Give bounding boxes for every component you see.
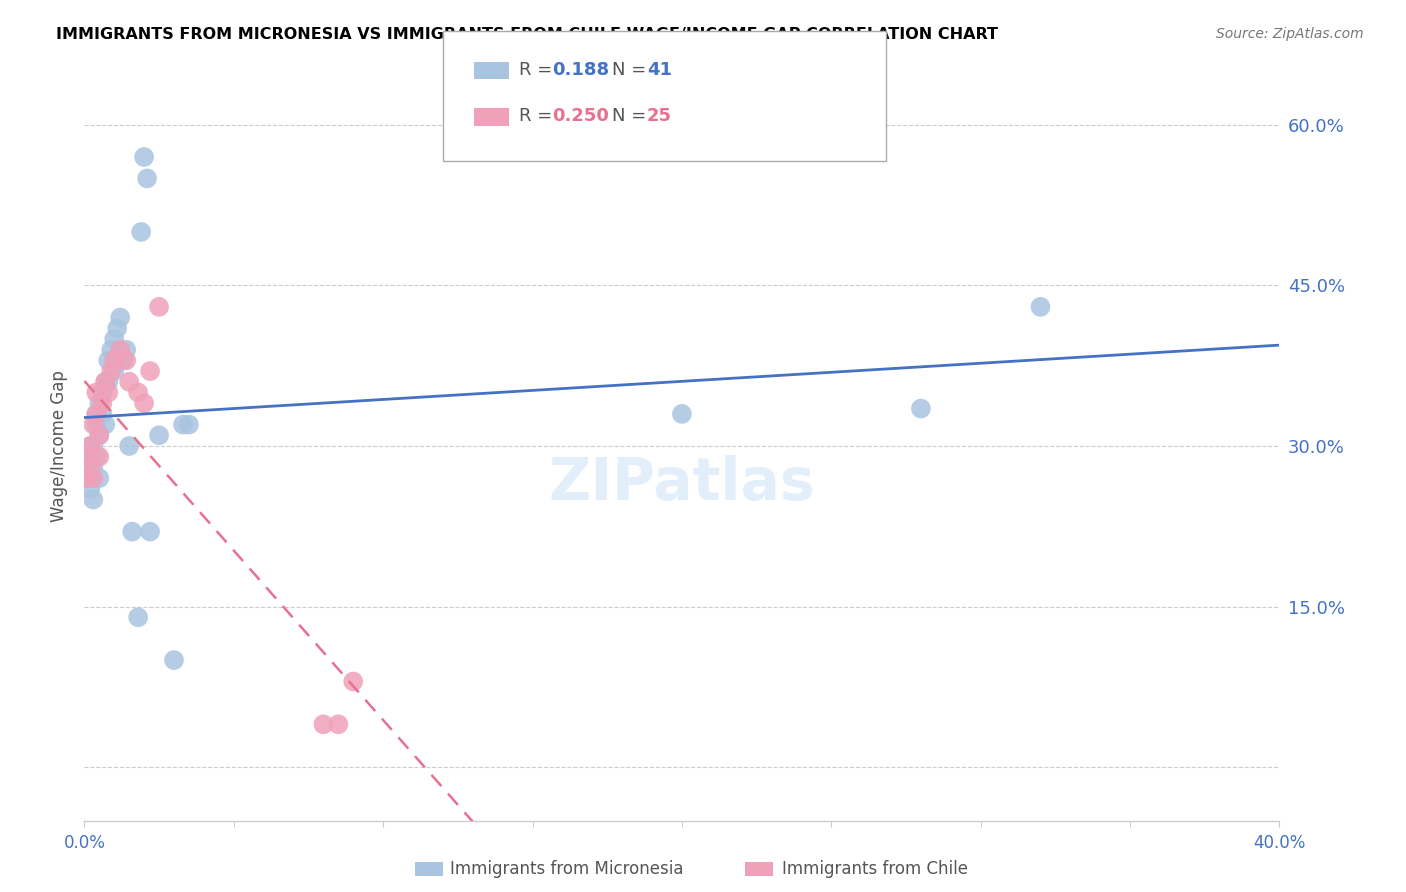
Point: [115, 353, 138, 368]
Point: [312, 717, 335, 731]
Point: [103, 353, 125, 368]
Point: [82, 439, 104, 453]
Point: [86, 407, 108, 421]
Point: [105, 321, 128, 335]
Point: [86, 407, 108, 421]
Text: R =: R =: [519, 61, 558, 78]
Point: [89, 428, 111, 442]
Point: [132, 150, 156, 164]
Point: [76, 471, 98, 485]
Text: Source: ZipAtlas.com: Source: ZipAtlas.com: [1216, 27, 1364, 41]
Point: [91, 385, 114, 400]
Point: [91, 396, 114, 410]
Text: 41: 41: [647, 61, 672, 78]
Point: [94, 375, 117, 389]
Point: [79, 439, 101, 453]
Point: [110, 343, 132, 357]
Point: [177, 417, 200, 432]
Point: [97, 353, 120, 368]
Y-axis label: Wage/Income Gap: Wage/Income Gap: [51, 370, 69, 522]
Point: [91, 407, 114, 421]
Text: 0.188: 0.188: [553, 61, 610, 78]
Point: [110, 310, 132, 325]
Point: [172, 417, 194, 432]
Point: [76, 450, 98, 464]
Point: [100, 343, 122, 357]
Point: [112, 353, 135, 368]
Text: 0.250: 0.250: [553, 107, 609, 125]
Text: ZIPatlas: ZIPatlas: [548, 455, 815, 512]
Point: [132, 396, 156, 410]
Text: Immigrants from Chile: Immigrants from Chile: [782, 860, 967, 878]
Point: [89, 428, 111, 442]
Point: [103, 364, 125, 378]
Point: [103, 332, 125, 346]
Point: [139, 364, 162, 378]
Point: [97, 375, 120, 389]
Point: [148, 428, 170, 442]
Point: [86, 450, 108, 464]
Point: [121, 524, 143, 539]
Point: [76, 450, 98, 464]
Point: [86, 417, 108, 432]
Point: [82, 460, 104, 475]
Point: [148, 300, 170, 314]
Point: [163, 653, 186, 667]
Point: [118, 439, 141, 453]
Point: [89, 471, 111, 485]
Point: [82, 417, 104, 432]
Point: [94, 375, 117, 389]
Text: N =: N =: [612, 61, 651, 78]
Text: 25: 25: [647, 107, 672, 125]
Point: [136, 171, 159, 186]
Text: R =: R =: [519, 107, 558, 125]
Point: [100, 364, 122, 378]
Point: [79, 482, 101, 496]
Point: [139, 524, 162, 539]
Text: Immigrants from Micronesia: Immigrants from Micronesia: [450, 860, 683, 878]
Point: [89, 396, 111, 410]
Point: [671, 407, 693, 421]
Point: [910, 401, 932, 416]
Point: [79, 460, 101, 475]
Point: [79, 439, 101, 453]
Point: [89, 450, 111, 464]
Point: [1029, 300, 1052, 314]
Point: [127, 385, 149, 400]
Point: [76, 460, 98, 475]
Point: [94, 417, 117, 432]
Point: [86, 385, 108, 400]
Point: [129, 225, 152, 239]
Text: N =: N =: [612, 107, 651, 125]
Text: 40.0%: 40.0%: [1253, 834, 1306, 852]
Point: [79, 471, 101, 485]
Point: [115, 343, 138, 357]
Text: 0.0%: 0.0%: [63, 834, 105, 852]
Point: [118, 375, 141, 389]
Point: [127, 610, 149, 624]
Point: [82, 471, 104, 485]
Point: [82, 492, 104, 507]
Point: [342, 674, 364, 689]
Text: IMMIGRANTS FROM MICRONESIA VS IMMIGRANTS FROM CHILE WAGE/INCOME GAP CORRELATION : IMMIGRANTS FROM MICRONESIA VS IMMIGRANTS…: [56, 27, 998, 42]
Point: [97, 385, 120, 400]
Point: [328, 717, 350, 731]
